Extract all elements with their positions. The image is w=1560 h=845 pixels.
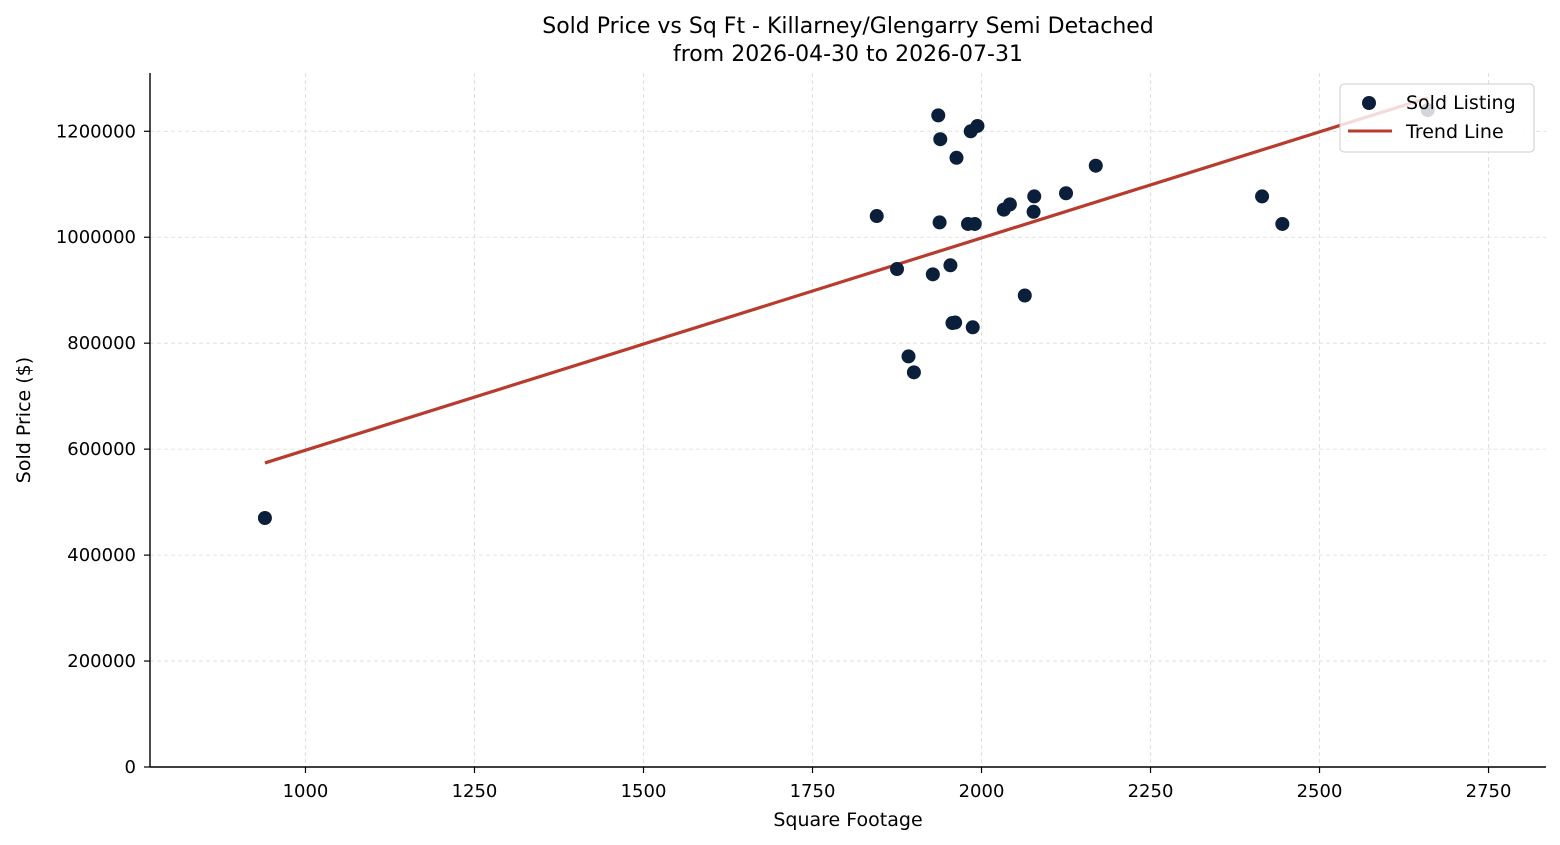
trend-layer — [264, 96, 1429, 465]
data-point[interactable] — [1027, 189, 1042, 204]
data-point[interactable] — [931, 108, 946, 123]
x-tick-label: 1750 — [790, 781, 836, 802]
chart-title: Sold Price vs Sq Ft - Killarney/Glengarr… — [542, 14, 1154, 39]
data-point[interactable] — [901, 349, 916, 364]
legend-label-trend-line: Trend Line — [1405, 121, 1504, 143]
trend-line — [264, 96, 1429, 465]
x-tick-label: 1250 — [452, 781, 498, 802]
y-tick-label: 200000 — [67, 651, 136, 672]
legend-box — [1339, 83, 1535, 153]
x-tick-label: 1500 — [621, 781, 667, 802]
chart-subtitle: from 2026-04-30 to 2026-07-31 — [673, 42, 1023, 67]
data-point[interactable] — [257, 511, 272, 526]
y-tick-label: 1200000 — [56, 121, 136, 142]
data-point[interactable] — [869, 209, 884, 224]
x-tick-label: 2500 — [1297, 781, 1343, 802]
data-point[interactable] — [967, 216, 982, 231]
data-point[interactable] — [1059, 186, 1074, 201]
axis-ticks: 1000 1250 1500 1750 2000 2250 2500 2750 0 200000 4… — [56, 121, 1512, 802]
data-point[interactable] — [965, 320, 980, 335]
data-point[interactable] — [1017, 288, 1032, 303]
x-tick-label: 2750 — [1466, 781, 1512, 802]
data-point[interactable] — [1088, 158, 1103, 173]
data-point[interactable] — [943, 258, 958, 273]
legend-marker-sold-listing — [1362, 96, 1376, 110]
data-point[interactable] — [948, 315, 963, 330]
y-tick-label: 400000 — [67, 545, 136, 566]
data-point[interactable] — [1275, 216, 1290, 231]
data-point[interactable] — [1255, 189, 1270, 204]
x-tick-label: 1000 — [283, 781, 329, 802]
points-layer — [257, 103, 1435, 526]
y-tick-label: 800000 — [67, 333, 136, 354]
data-point[interactable] — [1002, 197, 1017, 212]
y-tick-label: 600000 — [67, 439, 136, 460]
x-tick-label: 2000 — [959, 781, 1005, 802]
data-point[interactable] — [925, 267, 940, 282]
data-point[interactable] — [933, 132, 948, 147]
y-tick-label: 0 — [125, 757, 136, 778]
legend: Sold Listing Trend Line — [1339, 83, 1535, 153]
legend-label-sold-listing: Sold Listing — [1406, 92, 1516, 114]
data-point[interactable] — [970, 118, 985, 133]
data-point[interactable] — [890, 262, 905, 277]
y-tick-label: 1000000 — [56, 227, 136, 248]
data-point[interactable] — [932, 215, 947, 230]
data-point[interactable] — [906, 365, 921, 380]
data-point[interactable] — [1026, 204, 1041, 219]
grid — [150, 73, 1546, 768]
y-axis-label: Sold Price ($) — [13, 357, 35, 483]
x-tick-label: 2250 — [1128, 781, 1174, 802]
x-axis-label: Square Footage — [773, 809, 922, 831]
data-point[interactable] — [949, 150, 964, 165]
